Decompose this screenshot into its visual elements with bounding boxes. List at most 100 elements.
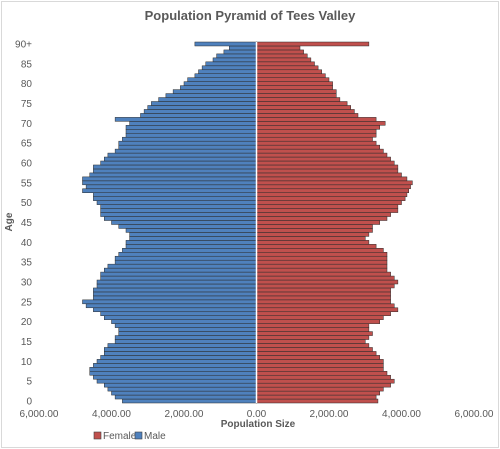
y-tick-label: 25: [21, 297, 33, 308]
female-bar: [256, 319, 380, 324]
female-bar: [256, 244, 377, 249]
female-bar: [256, 279, 399, 285]
y-tick-label: 70: [21, 119, 33, 130]
female-bar: [256, 132, 377, 138]
female-bar: [256, 263, 388, 269]
male-bar: [96, 283, 257, 289]
male-bar: [223, 49, 257, 55]
y-tick-label: 15: [21, 337, 33, 348]
y-tick-label: 10: [21, 357, 33, 368]
male-bar: [111, 319, 257, 324]
female-bar: [256, 339, 366, 344]
male-bar: [118, 252, 257, 257]
female-bar: [256, 136, 373, 142]
male-bar: [125, 125, 257, 130]
female-bar: [256, 105, 351, 110]
male-bar: [114, 259, 257, 265]
y-axis-label: Age: [4, 212, 15, 231]
female-bar: [256, 267, 388, 273]
male-bar: [100, 212, 257, 217]
male-bar: [82, 176, 257, 182]
male-bar: [82, 180, 257, 186]
male-bar: [205, 61, 257, 67]
male-bar: [183, 81, 257, 86]
x-axis-label: Population Size: [221, 419, 296, 430]
male-bar: [82, 188, 257, 193]
female-bar: [256, 390, 380, 396]
male-bar: [114, 394, 257, 400]
male-bar: [118, 331, 257, 336]
female-bar: [256, 168, 399, 174]
female-bar: [256, 57, 312, 63]
female-bar: [256, 49, 304, 55]
female-bar: [256, 386, 384, 392]
female-bar: [256, 81, 333, 86]
male-bar: [100, 160, 257, 166]
male-bar: [93, 192, 257, 197]
x-axis: 6,000.00 4,000.00 2,000.00 0.00 2,000.00 4,00…: [20, 409, 494, 420]
male-bar: [122, 136, 257, 142]
female-bar: [256, 287, 391, 293]
male-bar: [89, 172, 257, 178]
female-bar: [256, 311, 391, 316]
female-bar: [256, 291, 391, 297]
male-bar: [100, 311, 257, 316]
y-tick-label: 55: [21, 178, 33, 189]
female-bar: [256, 113, 359, 118]
male-bar: [93, 374, 257, 380]
male-bar: [104, 156, 257, 162]
female-bar: [256, 129, 377, 134]
female-bar: [256, 359, 384, 364]
y-tick-label: 50: [21, 198, 33, 209]
female-bar: [256, 125, 380, 130]
female-bar: [256, 363, 384, 368]
male-bar: [111, 390, 257, 396]
male-bar: [114, 335, 257, 340]
female-bar: [256, 394, 377, 400]
female-bar: [256, 41, 370, 47]
female-bar: [256, 152, 388, 158]
female-bar: [256, 61, 315, 67]
y-tick-label: 85: [21, 59, 33, 70]
female-bar: [256, 228, 373, 233]
female-bar: [256, 192, 408, 197]
female-bar: [256, 97, 341, 102]
male-bar: [107, 263, 257, 269]
male-bar: [93, 363, 257, 368]
male-bar: [114, 148, 257, 154]
female-bar: [256, 212, 391, 217]
male-bar: [140, 113, 257, 118]
male-bar: [104, 267, 257, 273]
male-bar: [122, 248, 257, 253]
male-bar: [151, 101, 257, 106]
male-bar: [89, 371, 257, 376]
female-bar: [256, 180, 413, 186]
male-bar: [104, 216, 257, 221]
male-bar: [100, 355, 257, 360]
male-bar: [114, 117, 257, 122]
y-tick-label: 30: [21, 278, 33, 289]
y-tick-label: 60: [21, 158, 33, 169]
female-bar: [256, 331, 373, 336]
y-tick-label: 0: [26, 397, 32, 408]
male-bar: [198, 69, 257, 74]
legend-label-male: Male: [144, 431, 166, 442]
y-tick-label: 90+: [15, 39, 32, 50]
male-bar: [129, 236, 257, 241]
male-bar: [100, 204, 257, 209]
female-bar: [256, 45, 301, 51]
female-bar: [256, 69, 322, 74]
y-tick-label: 45: [21, 218, 33, 229]
female-bar: [256, 140, 377, 146]
female-bar: [256, 176, 408, 182]
male-bar: [129, 232, 257, 237]
male-bar: [194, 73, 257, 78]
female-bar: [256, 315, 384, 320]
male-bar: [118, 140, 257, 146]
male-bar: [96, 359, 257, 364]
bars-layer: [82, 41, 413, 404]
y-axis: 0 5 10 15 20 25 30 35 40 45 50 55 60 65 70 75 80 85 90+: [15, 39, 32, 407]
male-bar: [125, 244, 257, 249]
